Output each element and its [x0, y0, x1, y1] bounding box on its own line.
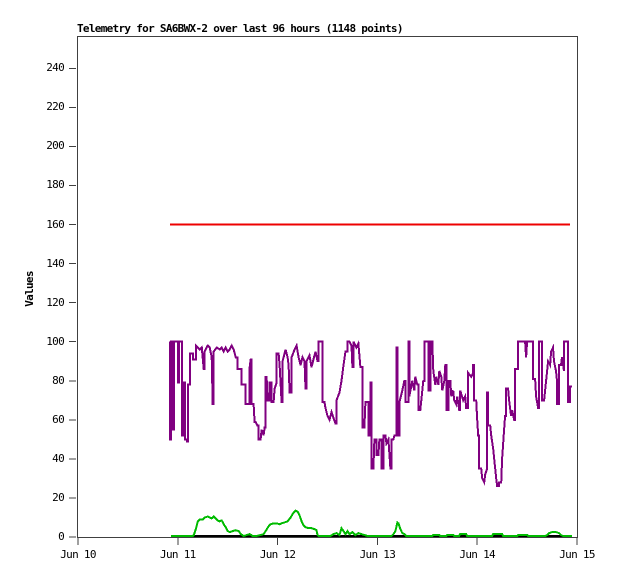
y-tick-label: 240 [46, 61, 64, 75]
y-tick-label: 140 [46, 256, 64, 270]
y-tick-label: 0 [58, 530, 65, 543]
y-tick-label: 100 [46, 334, 64, 348]
y-tick-label: 160 [46, 217, 64, 231]
y-tick-label: 220 [46, 100, 64, 114]
y-tick-label: 40 [52, 451, 65, 465]
y-tick-label: 200 [46, 139, 64, 153]
x-tick-label: Jun 14 [459, 548, 495, 561]
x-tick-label: Jun 12 [259, 548, 296, 561]
x-tick-label: Jun 11 [160, 548, 196, 561]
y-tick-label: 120 [46, 295, 64, 309]
x-tick-label: Jun 15 [559, 548, 595, 561]
plot-frame [77, 36, 578, 538]
y-tick-label: 60 [52, 412, 65, 426]
x-tick-label: Jun 13 [359, 548, 396, 561]
chart-title: Telemetry for SA6BWX-2 over last 96 hour… [77, 22, 403, 35]
series-purple-channel [168, 340, 572, 488]
x-tick-label: Jun 10 [60, 548, 96, 561]
y-tick-label: 20 [52, 490, 65, 504]
y-tick-label: 180 [46, 178, 64, 192]
series-green-channel [170, 509, 572, 538]
y-tick-label: 80 [52, 373, 65, 387]
